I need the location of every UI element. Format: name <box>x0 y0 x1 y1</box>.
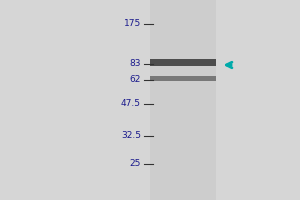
Bar <box>150 75 216 80</box>
Text: 25: 25 <box>130 160 141 168</box>
Bar <box>150 0 216 200</box>
Bar <box>150 59 216 66</box>
Text: 83: 83 <box>130 60 141 68</box>
Text: 62: 62 <box>130 75 141 84</box>
Text: 175: 175 <box>124 20 141 28</box>
Text: 47.5: 47.5 <box>121 99 141 108</box>
Text: 32.5: 32.5 <box>121 132 141 140</box>
